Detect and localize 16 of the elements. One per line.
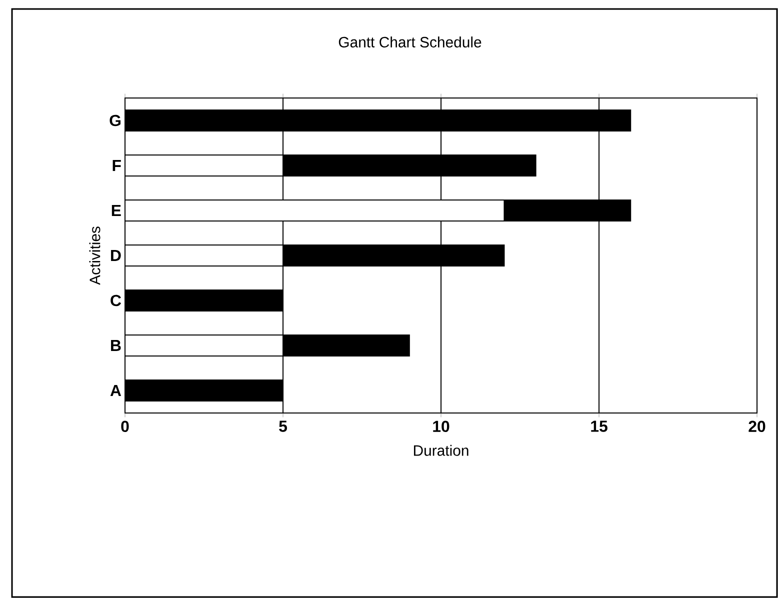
x-tick-label: 0 (121, 420, 129, 432)
bar (125, 199, 505, 222)
y-tick-label: C (110, 294, 122, 306)
y-tick-label: G (110, 114, 120, 126)
y-tick-label: E (112, 205, 121, 216)
y-tick-label: F (112, 160, 121, 171)
x-tick-label: 20 (748, 420, 766, 432)
x-axis-title: Duration (414, 444, 468, 456)
x-tick-label: 15 (591, 420, 608, 432)
y-axis-title: Activities (89, 226, 100, 285)
chart-title: Gantt Chart Schedule (338, 36, 482, 48)
y-tick-label: D (111, 250, 121, 261)
y-tick-label: A (110, 385, 122, 396)
x-tick-label: 5 (279, 420, 287, 432)
x-tick-label: 10 (433, 420, 450, 432)
y-tick-label: B (111, 340, 121, 351)
